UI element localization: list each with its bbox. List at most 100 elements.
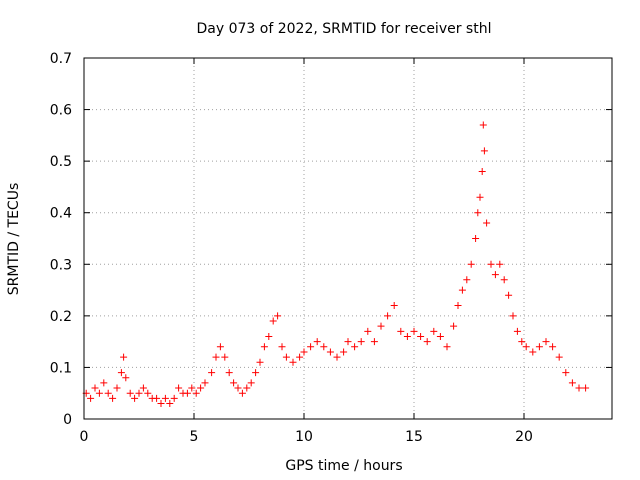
data-point bbox=[326, 348, 334, 356]
data-point bbox=[463, 276, 471, 284]
data-point bbox=[377, 322, 385, 330]
data-point bbox=[542, 338, 550, 346]
data-point bbox=[423, 338, 431, 346]
data-point bbox=[126, 389, 134, 397]
data-point bbox=[188, 384, 196, 392]
data-point bbox=[549, 343, 557, 351]
data-points bbox=[82, 121, 590, 408]
data-point bbox=[170, 394, 178, 402]
data-point bbox=[430, 327, 438, 335]
data-point bbox=[476, 193, 484, 201]
data-point bbox=[274, 312, 282, 320]
data-point bbox=[364, 327, 372, 335]
data-point bbox=[265, 332, 273, 340]
data-point bbox=[282, 353, 290, 361]
data-point bbox=[175, 384, 183, 392]
data-point bbox=[333, 353, 341, 361]
data-point bbox=[390, 302, 398, 310]
data-point bbox=[500, 276, 508, 284]
data-point bbox=[357, 338, 365, 346]
data-point bbox=[370, 338, 378, 346]
data-point bbox=[410, 327, 418, 335]
data-point bbox=[212, 353, 220, 361]
data-point bbox=[522, 343, 530, 351]
data-point bbox=[87, 394, 95, 402]
data-point bbox=[109, 394, 117, 402]
data-point bbox=[131, 394, 139, 402]
data-point bbox=[474, 209, 482, 217]
data-point bbox=[340, 348, 348, 356]
data-point bbox=[478, 167, 486, 175]
x-tick-label: 0 bbox=[80, 429, 89, 445]
data-point bbox=[243, 384, 251, 392]
data-point bbox=[487, 260, 495, 268]
data-point bbox=[443, 343, 451, 351]
data-point bbox=[201, 379, 209, 387]
data-point bbox=[454, 302, 462, 310]
x-tick-label: 5 bbox=[190, 429, 199, 445]
y-tick-label: 0 bbox=[63, 412, 72, 428]
data-point bbox=[161, 394, 169, 402]
data-point bbox=[467, 260, 475, 268]
data-point bbox=[221, 353, 229, 361]
data-point bbox=[183, 389, 191, 397]
data-point bbox=[289, 358, 297, 366]
data-point bbox=[117, 369, 125, 377]
x-axis-label: GPS time / hours bbox=[285, 458, 402, 474]
data-point bbox=[417, 332, 425, 340]
data-point bbox=[296, 353, 304, 361]
data-point bbox=[208, 369, 216, 377]
data-point bbox=[230, 379, 238, 387]
data-point bbox=[397, 327, 405, 335]
data-point bbox=[568, 379, 576, 387]
data-point bbox=[278, 343, 286, 351]
data-point bbox=[139, 384, 147, 392]
data-point bbox=[351, 343, 359, 351]
grid bbox=[84, 58, 612, 419]
data-point bbox=[436, 332, 444, 340]
data-point bbox=[234, 384, 242, 392]
data-point bbox=[216, 343, 224, 351]
y-axis-label: SRMTID / TECUs bbox=[6, 183, 22, 296]
data-point bbox=[513, 327, 521, 335]
data-point bbox=[113, 384, 121, 392]
data-point bbox=[225, 369, 233, 377]
y-tick-label: 0.5 bbox=[50, 154, 72, 170]
data-point bbox=[491, 271, 499, 279]
data-point bbox=[153, 394, 161, 402]
data-point bbox=[479, 121, 487, 129]
data-point bbox=[144, 389, 152, 397]
y-tick-label: 0.4 bbox=[50, 206, 72, 222]
data-point bbox=[518, 338, 526, 346]
x-tick-label: 10 bbox=[295, 429, 313, 445]
data-point bbox=[300, 348, 308, 356]
data-point bbox=[122, 374, 130, 382]
data-point bbox=[157, 400, 165, 408]
data-point bbox=[480, 147, 488, 155]
data-point bbox=[91, 384, 99, 392]
data-point bbox=[529, 348, 537, 356]
data-point bbox=[100, 379, 108, 387]
data-point bbox=[472, 235, 480, 242]
data-point bbox=[403, 332, 411, 340]
y-tick-label: 0.3 bbox=[50, 257, 72, 273]
data-point bbox=[458, 286, 466, 294]
data-point bbox=[307, 343, 315, 351]
data-point bbox=[384, 312, 392, 320]
data-point bbox=[192, 389, 200, 397]
data-point bbox=[535, 343, 543, 351]
data-point bbox=[238, 389, 246, 397]
axes: 0 5 10 15 20 0 0.1 0.2 0.3 0.4 0.5 0.6 0.7 bbox=[50, 51, 612, 445]
data-point bbox=[505, 291, 513, 299]
data-point bbox=[562, 369, 570, 377]
data-point bbox=[344, 338, 352, 346]
y-tick-label: 0.2 bbox=[50, 309, 72, 325]
data-point bbox=[269, 317, 277, 325]
data-point bbox=[197, 384, 205, 392]
data-point bbox=[483, 219, 491, 227]
y-tick-label: 0.7 bbox=[50, 51, 72, 67]
data-point bbox=[582, 384, 590, 392]
data-point bbox=[166, 400, 174, 408]
